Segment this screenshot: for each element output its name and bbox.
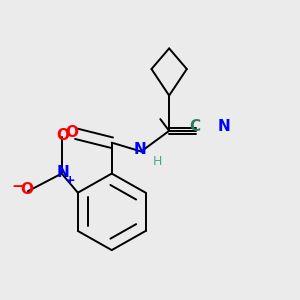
- Text: N: N: [133, 142, 146, 158]
- Text: C: C: [189, 119, 200, 134]
- Text: +: +: [64, 173, 75, 187]
- Text: O: O: [65, 125, 79, 140]
- Text: N: N: [218, 119, 231, 134]
- Text: O: O: [20, 182, 33, 197]
- Text: O: O: [57, 128, 70, 143]
- Text: N: N: [56, 165, 69, 180]
- Text: H: H: [153, 155, 162, 168]
- Text: −: −: [11, 179, 24, 194]
